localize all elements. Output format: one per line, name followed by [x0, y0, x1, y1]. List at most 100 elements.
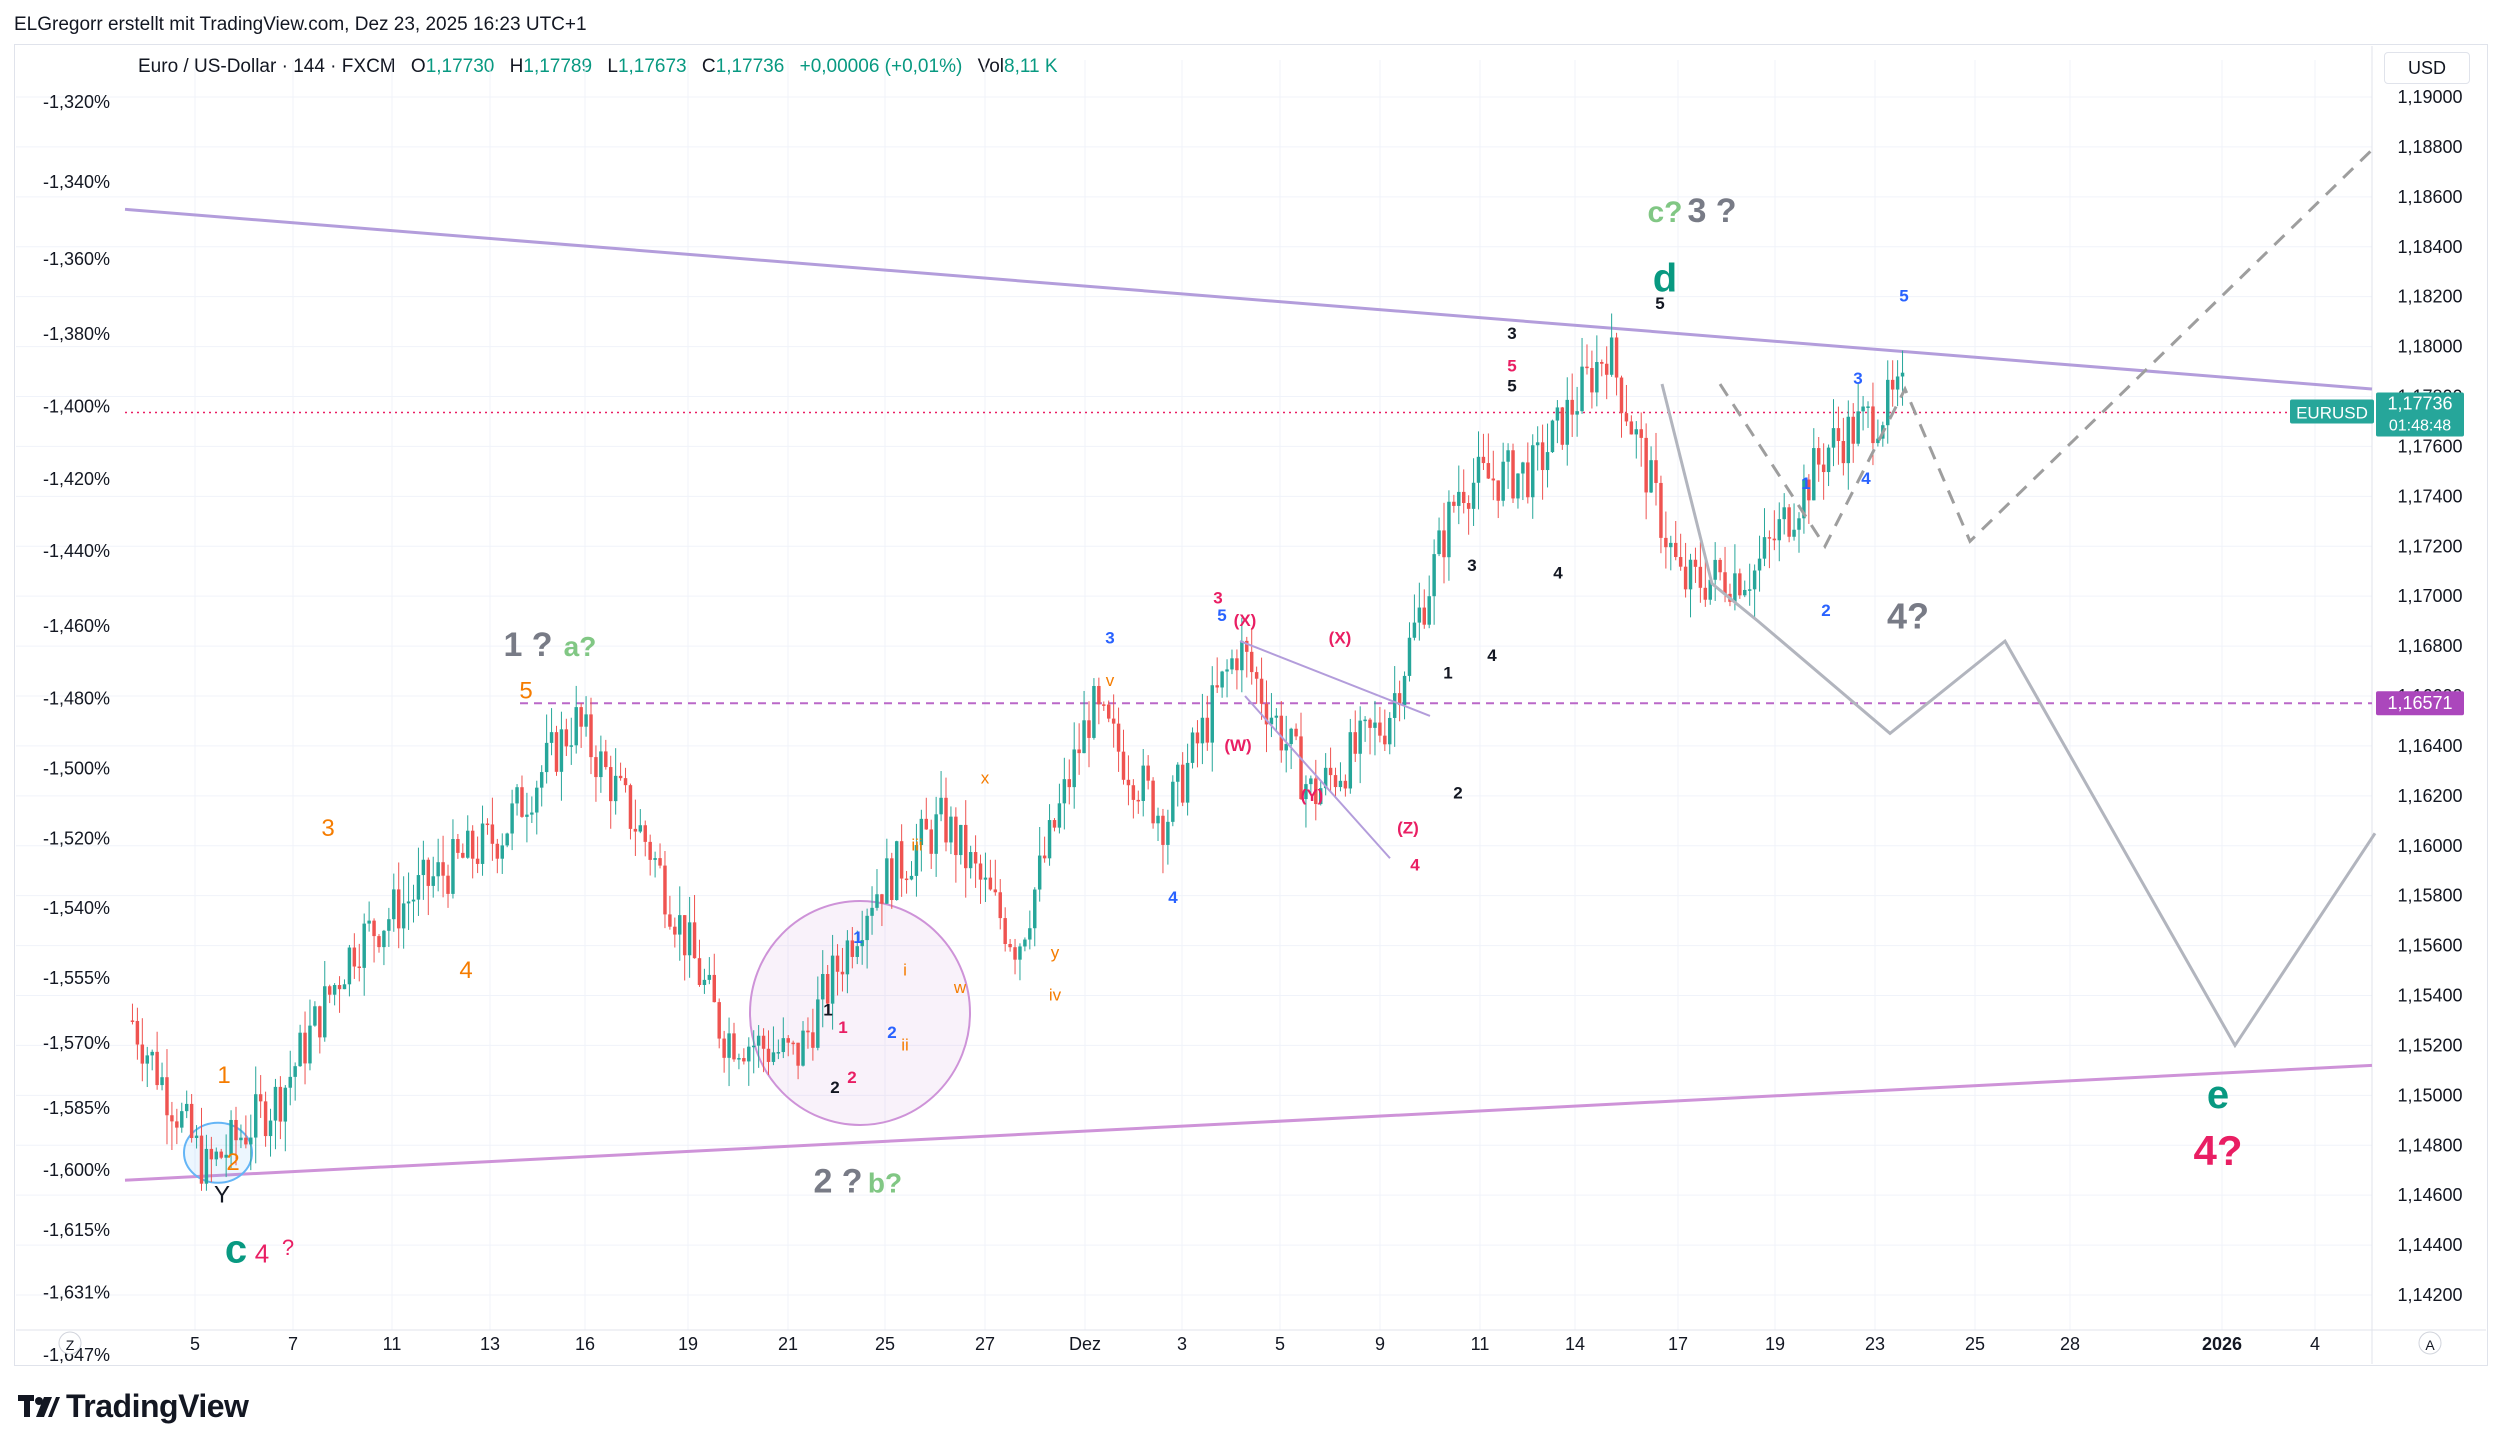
upper-trendline[interactable]: [124, 207, 2373, 391]
candle[interactable]: [1289, 728, 1293, 745]
candle[interactable]: [1708, 579, 1712, 600]
candle[interactable]: [1190, 732, 1195, 763]
candle[interactable]: [1156, 815, 1160, 824]
candle[interactable]: [673, 926, 677, 935]
candle[interactable]: [875, 894, 879, 908]
projection-path[interactable]: [1660, 383, 2377, 1049]
candle[interactable]: [431, 876, 435, 886]
candle[interactable]: [1585, 366, 1589, 369]
candle[interactable]: [756, 1035, 761, 1046]
candle[interactable]: [283, 1087, 288, 1122]
candle[interactable]: [1600, 362, 1604, 364]
candle[interactable]: [406, 901, 411, 904]
candle[interactable]: [1718, 559, 1722, 573]
candle[interactable]: [653, 858, 657, 860]
candle[interactable]: [1328, 767, 1333, 776]
candle[interactable]: [332, 985, 337, 995]
candle[interactable]: [470, 830, 475, 859]
candle[interactable]: [613, 775, 618, 802]
candle[interactable]: [638, 825, 643, 832]
candle[interactable]: [224, 1154, 228, 1158]
candle[interactable]: [1141, 765, 1145, 801]
candle[interactable]: [1136, 799, 1141, 802]
candle[interactable]: [1121, 751, 1126, 780]
candle[interactable]: [959, 824, 963, 856]
candle[interactable]: [401, 903, 406, 929]
candle[interactable]: [554, 732, 559, 772]
candle[interactable]: [909, 875, 914, 880]
candle[interactable]: [475, 858, 480, 864]
candle[interactable]: [451, 839, 455, 894]
candle[interactable]: [1018, 946, 1022, 960]
candle[interactable]: [184, 1103, 189, 1112]
candle[interactable]: [1062, 779, 1067, 804]
candle[interactable]: [766, 1048, 771, 1062]
candle[interactable]: [1491, 478, 1496, 481]
candle[interactable]: [737, 1058, 741, 1060]
candle[interactable]: [1762, 537, 1767, 559]
candle[interactable]: [273, 1086, 278, 1121]
candle[interactable]: [781, 1038, 786, 1053]
candle[interactable]: [1614, 337, 1619, 378]
candle[interactable]: [249, 1137, 253, 1145]
candle[interactable]: [968, 852, 973, 869]
candle[interactable]: [1033, 889, 1037, 929]
candle[interactable]: [924, 818, 929, 830]
candle[interactable]: [234, 1119, 238, 1141]
candle[interactable]: [1447, 501, 1451, 558]
candle[interactable]: [1644, 437, 1648, 493]
candle[interactable]: [1106, 704, 1111, 719]
candle[interactable]: [1215, 685, 1219, 688]
candle[interactable]: [1309, 778, 1313, 785]
zoom-toggle-button[interactable]: [58, 1331, 82, 1355]
candle[interactable]: [258, 1094, 263, 1102]
candle[interactable]: [155, 1051, 159, 1086]
level-price-tag[interactable]: [2376, 691, 2464, 716]
candle[interactable]: [559, 729, 564, 772]
candle[interactable]: [1180, 764, 1185, 803]
candle[interactable]: [1388, 717, 1392, 745]
candle[interactable]: [692, 922, 697, 959]
candle[interactable]: [1314, 778, 1318, 805]
candle[interactable]: [1876, 438, 1880, 444]
candle[interactable]: [1516, 473, 1520, 499]
candle[interactable]: [1392, 693, 1397, 718]
candle[interactable]: [303, 1032, 307, 1064]
candle[interactable]: [609, 767, 613, 802]
candle[interactable]: [1225, 669, 1229, 672]
candle[interactable]: [761, 1035, 766, 1049]
candle[interactable]: [229, 1119, 233, 1155]
candle[interactable]: [1333, 775, 1338, 788]
candle[interactable]: [1674, 542, 1678, 558]
candle[interactable]: [574, 707, 578, 746]
candle[interactable]: [988, 877, 993, 890]
candle[interactable]: [569, 745, 574, 747]
candle[interactable]: [1738, 573, 1742, 596]
candle[interactable]: [1841, 440, 1846, 464]
candle[interactable]: [1077, 749, 1081, 754]
candle[interactable]: [313, 1006, 317, 1026]
candle[interactable]: [446, 875, 450, 894]
candle[interactable]: [372, 920, 376, 937]
candle[interactable]: [1649, 460, 1653, 493]
candle[interactable]: [816, 999, 820, 1048]
candle[interactable]: [327, 986, 332, 995]
candle[interactable]: [1659, 482, 1663, 538]
candle[interactable]: [973, 852, 978, 864]
candle[interactable]: [1102, 704, 1106, 706]
candle[interactable]: [1368, 719, 1372, 728]
candle[interactable]: [219, 1151, 223, 1158]
candle[interactable]: [130, 1020, 135, 1022]
candle[interactable]: [308, 1025, 312, 1064]
candle[interactable]: [367, 920, 371, 924]
candle[interactable]: [293, 1066, 297, 1077]
candle[interactable]: [722, 1038, 726, 1058]
candle[interactable]: [1570, 399, 1574, 415]
candle[interactable]: [964, 824, 968, 869]
candle[interactable]: [510, 803, 514, 834]
candle[interactable]: [1777, 519, 1781, 541]
candle[interactable]: [254, 1094, 258, 1138]
candle[interactable]: [747, 1046, 751, 1062]
candle[interactable]: [1427, 596, 1431, 625]
candle[interactable]: [663, 865, 667, 915]
